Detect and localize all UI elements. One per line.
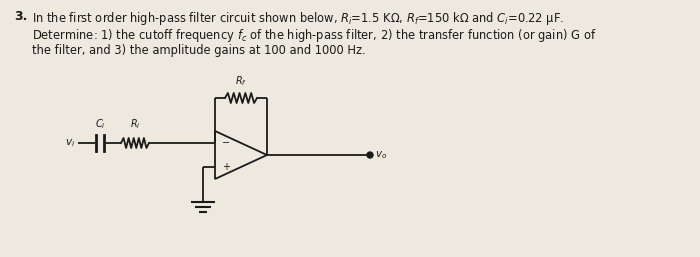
Text: Determine: 1) the cutoff frequency $f_c$ of the high-pass filter, 2) the transfe: Determine: 1) the cutoff frequency $f_c$…	[32, 27, 596, 44]
Text: $v_i$: $v_i$	[65, 137, 75, 149]
Text: 3.: 3.	[14, 10, 27, 23]
Text: $R_f$: $R_f$	[235, 74, 247, 88]
Text: $C_i$: $C_i$	[94, 117, 105, 131]
Text: −: −	[222, 138, 230, 148]
Text: +: +	[222, 162, 230, 172]
Text: $R_i$: $R_i$	[130, 117, 140, 131]
Circle shape	[367, 152, 373, 158]
Text: the filter, and 3) the amplitude gains at 100 and 1000 Hz.: the filter, and 3) the amplitude gains a…	[32, 44, 365, 57]
Text: In the first order high-pass filter circuit shown below, $R_i$=1.5 KΩ, $R_f$=150: In the first order high-pass filter circ…	[32, 10, 564, 27]
Text: $v_o$: $v_o$	[375, 149, 387, 161]
